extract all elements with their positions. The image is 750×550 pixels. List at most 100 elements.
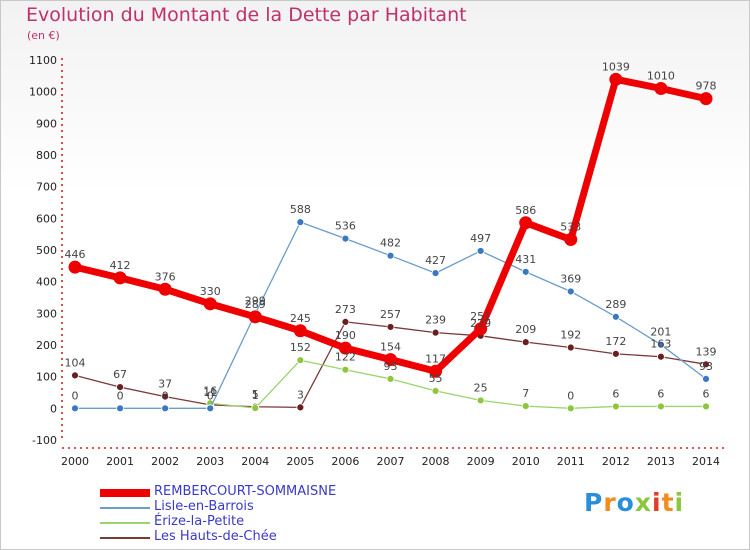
- data-label: 16: [203, 384, 217, 397]
- data-label: 93: [384, 360, 398, 373]
- x-tick-label: 2005: [286, 455, 314, 468]
- data-label: 55: [429, 372, 443, 385]
- series-1: [71, 218, 710, 413]
- y-tick-label: 400: [36, 276, 57, 289]
- data-point: [657, 340, 665, 349]
- data-label: 93: [699, 360, 713, 373]
- chart-axes: -100010020030040050060070080090010001100…: [29, 54, 725, 468]
- x-tick-label: 2011: [557, 455, 585, 468]
- data-point: [657, 402, 665, 411]
- data-point: [611, 312, 620, 321]
- x-tick-label: 2006: [331, 455, 359, 468]
- legend-label: Lisle-en-Barrois: [154, 499, 254, 514]
- x-tick-label: 2010: [512, 455, 540, 468]
- data-label: 978: [696, 80, 717, 93]
- data-label: 25: [474, 381, 488, 394]
- data-point: [657, 352, 665, 361]
- data-label: 192: [560, 329, 581, 342]
- data-label: 0: [117, 389, 124, 402]
- legend-label: REMBERCOURT-SOMMAISNE: [154, 484, 337, 499]
- y-tick-label: 300: [36, 307, 57, 320]
- data-point: [386, 374, 395, 383]
- x-tick-label: 2002: [151, 455, 179, 468]
- data-label: 7: [522, 387, 529, 400]
- legend-swatch: [100, 489, 150, 497]
- y-tick-label: 1000: [29, 86, 57, 99]
- data-label: 5: [252, 388, 259, 401]
- data-point: [293, 324, 307, 338]
- data-label: 251: [470, 310, 491, 323]
- data-label: 6: [703, 387, 710, 400]
- data-point: [296, 403, 305, 412]
- data-label: 330: [200, 285, 221, 298]
- data-label: 446: [65, 248, 86, 261]
- data-label: 11: [203, 386, 217, 399]
- data-label: 67: [113, 368, 127, 381]
- x-tick-label: 2004: [241, 455, 269, 468]
- x-tick-label: 2012: [602, 455, 630, 468]
- data-point: [161, 392, 170, 401]
- x-tick-label: 2000: [61, 455, 89, 468]
- data-point: [521, 402, 530, 411]
- data-point: [566, 287, 575, 296]
- data-point: [386, 251, 395, 260]
- data-point: [654, 82, 668, 95]
- logo-letter: P: [584, 488, 604, 517]
- legend-swatch: [100, 507, 150, 509]
- y-tick-label: 500: [36, 244, 57, 257]
- chart-title: Evolution du Montant de la Dette par Hab…: [26, 4, 467, 26]
- legend-swatch: [100, 522, 150, 524]
- data-label: 163: [650, 338, 671, 351]
- data-point: [251, 404, 260, 412]
- series-2: [206, 356, 710, 413]
- chart-series-layer: [68, 72, 713, 413]
- logo-letter: r: [603, 488, 617, 517]
- data-point: [296, 218, 305, 227]
- x-tick-label: 2014: [692, 455, 720, 468]
- data-point: [71, 371, 79, 380]
- data-label: 117: [425, 352, 446, 365]
- logo-letter: i: [652, 488, 662, 517]
- data-point: [611, 402, 620, 411]
- data-point: [431, 269, 440, 278]
- data-point: [113, 271, 127, 285]
- data-label: 201: [650, 326, 671, 339]
- x-tick-label: 2001: [106, 455, 134, 468]
- data-label: 1010: [647, 70, 675, 83]
- proxiti-logo: Proxiti: [584, 488, 684, 517]
- data-label: 431: [515, 253, 536, 266]
- y-tick-label: 800: [36, 149, 57, 162]
- data-point: [206, 404, 215, 413]
- data-point: [431, 387, 440, 395]
- data-point: [611, 349, 620, 358]
- logo-letter: o: [616, 488, 635, 517]
- data-label: 245: [290, 312, 311, 325]
- logo-letter: i: [674, 488, 685, 517]
- data-point: [116, 404, 124, 413]
- data-label: 289: [245, 298, 266, 311]
- data-label: 229: [470, 317, 491, 330]
- series-0: [68, 72, 713, 378]
- data-point: [116, 383, 124, 392]
- data-label: 209: [515, 323, 536, 336]
- y-tick-label: 1100: [29, 54, 57, 67]
- data-point: [609, 72, 623, 86]
- data-point: [296, 356, 305, 365]
- data-label: 273: [335, 303, 356, 316]
- data-label: 1: [252, 389, 259, 402]
- data-label: 427: [425, 254, 446, 267]
- data-label: 0: [162, 389, 169, 402]
- y-tick-label: 900: [36, 117, 57, 130]
- data-point: [71, 404, 79, 413]
- data-label: 412: [110, 259, 131, 272]
- data-label: 239: [425, 314, 446, 327]
- data-label: 0: [567, 389, 574, 402]
- data-point: [158, 282, 172, 296]
- x-tick-label: 2008: [422, 455, 450, 468]
- data-label: 0: [72, 389, 79, 402]
- data-label: 257: [380, 308, 401, 321]
- data-point: [68, 260, 82, 274]
- y-tick-label: 200: [36, 339, 57, 352]
